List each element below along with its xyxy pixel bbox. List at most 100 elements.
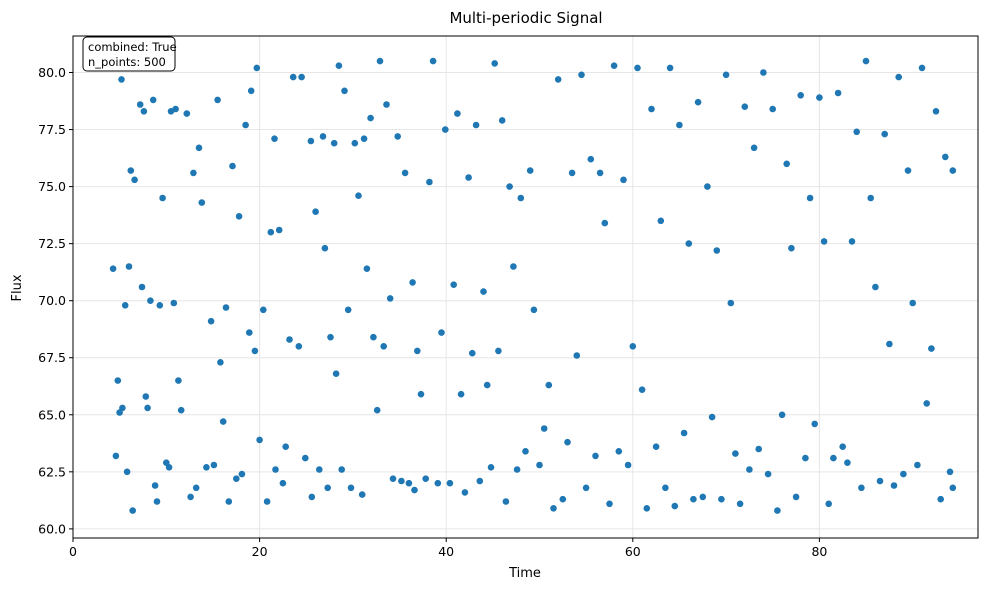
data-point <box>923 400 930 407</box>
data-point <box>175 377 182 384</box>
data-point <box>755 445 762 453</box>
data-point <box>144 404 151 412</box>
data-point <box>367 114 374 122</box>
data-point <box>483 381 491 389</box>
data-point <box>247 87 255 95</box>
y-tick-label: 67.5 <box>38 350 66 365</box>
data-point <box>652 443 660 451</box>
data-point <box>634 64 641 72</box>
data-point <box>238 470 246 478</box>
data-point <box>949 167 957 174</box>
data-point <box>438 329 445 336</box>
data-point <box>383 101 390 108</box>
data-point <box>347 484 355 492</box>
x-axis-label: Time <box>508 566 541 581</box>
data-point <box>727 299 735 307</box>
data-point <box>394 133 402 140</box>
y-tick-label: 60.0 <box>38 521 66 536</box>
data-point <box>147 297 154 305</box>
y-axis-ticks: 60.0 62.5 65.0 67.5 70.0 72.5 75.0 77.5 80.0 <box>38 65 73 536</box>
data-point <box>890 482 898 489</box>
data-point <box>848 238 856 245</box>
data-point <box>834 89 842 97</box>
data-point <box>578 71 585 79</box>
data-point <box>900 470 907 478</box>
data-point <box>114 377 122 384</box>
data-point <box>624 461 632 469</box>
annotation-frame <box>82 36 176 72</box>
data-point <box>165 464 173 471</box>
data-point <box>251 347 259 355</box>
data-point <box>918 64 926 72</box>
data-point <box>401 169 409 177</box>
data-point <box>853 128 860 136</box>
data-point <box>774 507 781 514</box>
data-point <box>797 92 804 99</box>
data-point <box>596 169 604 177</box>
data-point <box>881 130 888 138</box>
data-point <box>351 139 359 147</box>
data-point <box>414 347 421 355</box>
data-point <box>610 62 618 69</box>
data-point <box>324 484 332 492</box>
data-point <box>522 448 529 455</box>
x-tick-label: 40 <box>438 544 454 559</box>
data-point <box>156 302 164 309</box>
data-point <box>461 489 469 496</box>
data-point <box>263 498 271 505</box>
data-point <box>862 57 870 65</box>
data-point <box>321 244 329 252</box>
data-point <box>816 94 823 101</box>
data-point <box>207 317 215 325</box>
data-point <box>426 178 433 186</box>
data-point <box>592 452 599 460</box>
data-point <box>151 482 159 489</box>
y-tick-label: 80.0 <box>38 65 66 80</box>
data-point <box>233 475 240 483</box>
data-point <box>764 470 772 478</box>
data-point <box>662 484 669 492</box>
data-point <box>480 288 487 295</box>
data-point <box>195 144 203 152</box>
data-point <box>839 443 846 451</box>
data-point <box>530 306 538 314</box>
data-point <box>629 343 637 350</box>
data-point <box>411 486 418 494</box>
data-point <box>937 495 944 503</box>
data-point <box>159 194 166 202</box>
data-point <box>214 96 221 104</box>
data-point <box>327 333 334 341</box>
data-point <box>289 73 297 81</box>
data-point <box>718 495 725 503</box>
data-point <box>886 340 893 348</box>
data-point <box>434 479 442 487</box>
data-point <box>136 101 144 108</box>
data-point <box>279 479 287 487</box>
data-point <box>587 155 595 163</box>
data-point <box>465 174 472 181</box>
data-point <box>638 386 646 394</box>
data-point <box>495 347 502 355</box>
data-point <box>573 352 581 359</box>
gridlines <box>72 36 978 538</box>
data-point <box>454 110 461 117</box>
y-tick-label: 70.0 <box>38 293 66 308</box>
data-point <box>820 238 828 245</box>
data-point <box>341 87 348 95</box>
data-point <box>713 247 721 254</box>
data-point <box>830 454 837 462</box>
data-point <box>741 103 749 110</box>
data-point <box>510 263 517 270</box>
data-point <box>131 176 138 184</box>
data-point <box>222 304 230 311</box>
data-point <box>732 450 739 457</box>
data-point <box>386 295 394 302</box>
data-point <box>373 406 381 414</box>
annotation-line-npoints: n_points: 500 <box>88 55 166 69</box>
data-point <box>442 126 449 133</box>
data-point <box>582 484 590 492</box>
data-point <box>615 448 623 455</box>
y-tick-label: 72.5 <box>38 236 66 251</box>
data-point <box>750 144 758 152</box>
data-point <box>914 461 921 469</box>
